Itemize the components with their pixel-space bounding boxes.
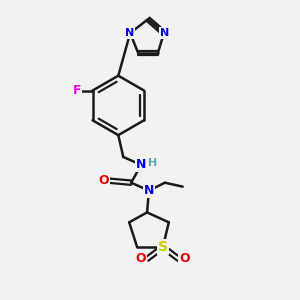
Text: N: N [136, 158, 146, 171]
Text: F: F [73, 84, 81, 97]
Text: O: O [98, 174, 109, 187]
Text: N: N [124, 28, 134, 38]
Text: H: H [148, 158, 158, 168]
Text: S: S [158, 240, 168, 254]
Text: O: O [179, 253, 190, 266]
Text: O: O [136, 253, 146, 266]
Text: N: N [144, 184, 154, 197]
Text: N: N [160, 28, 170, 38]
